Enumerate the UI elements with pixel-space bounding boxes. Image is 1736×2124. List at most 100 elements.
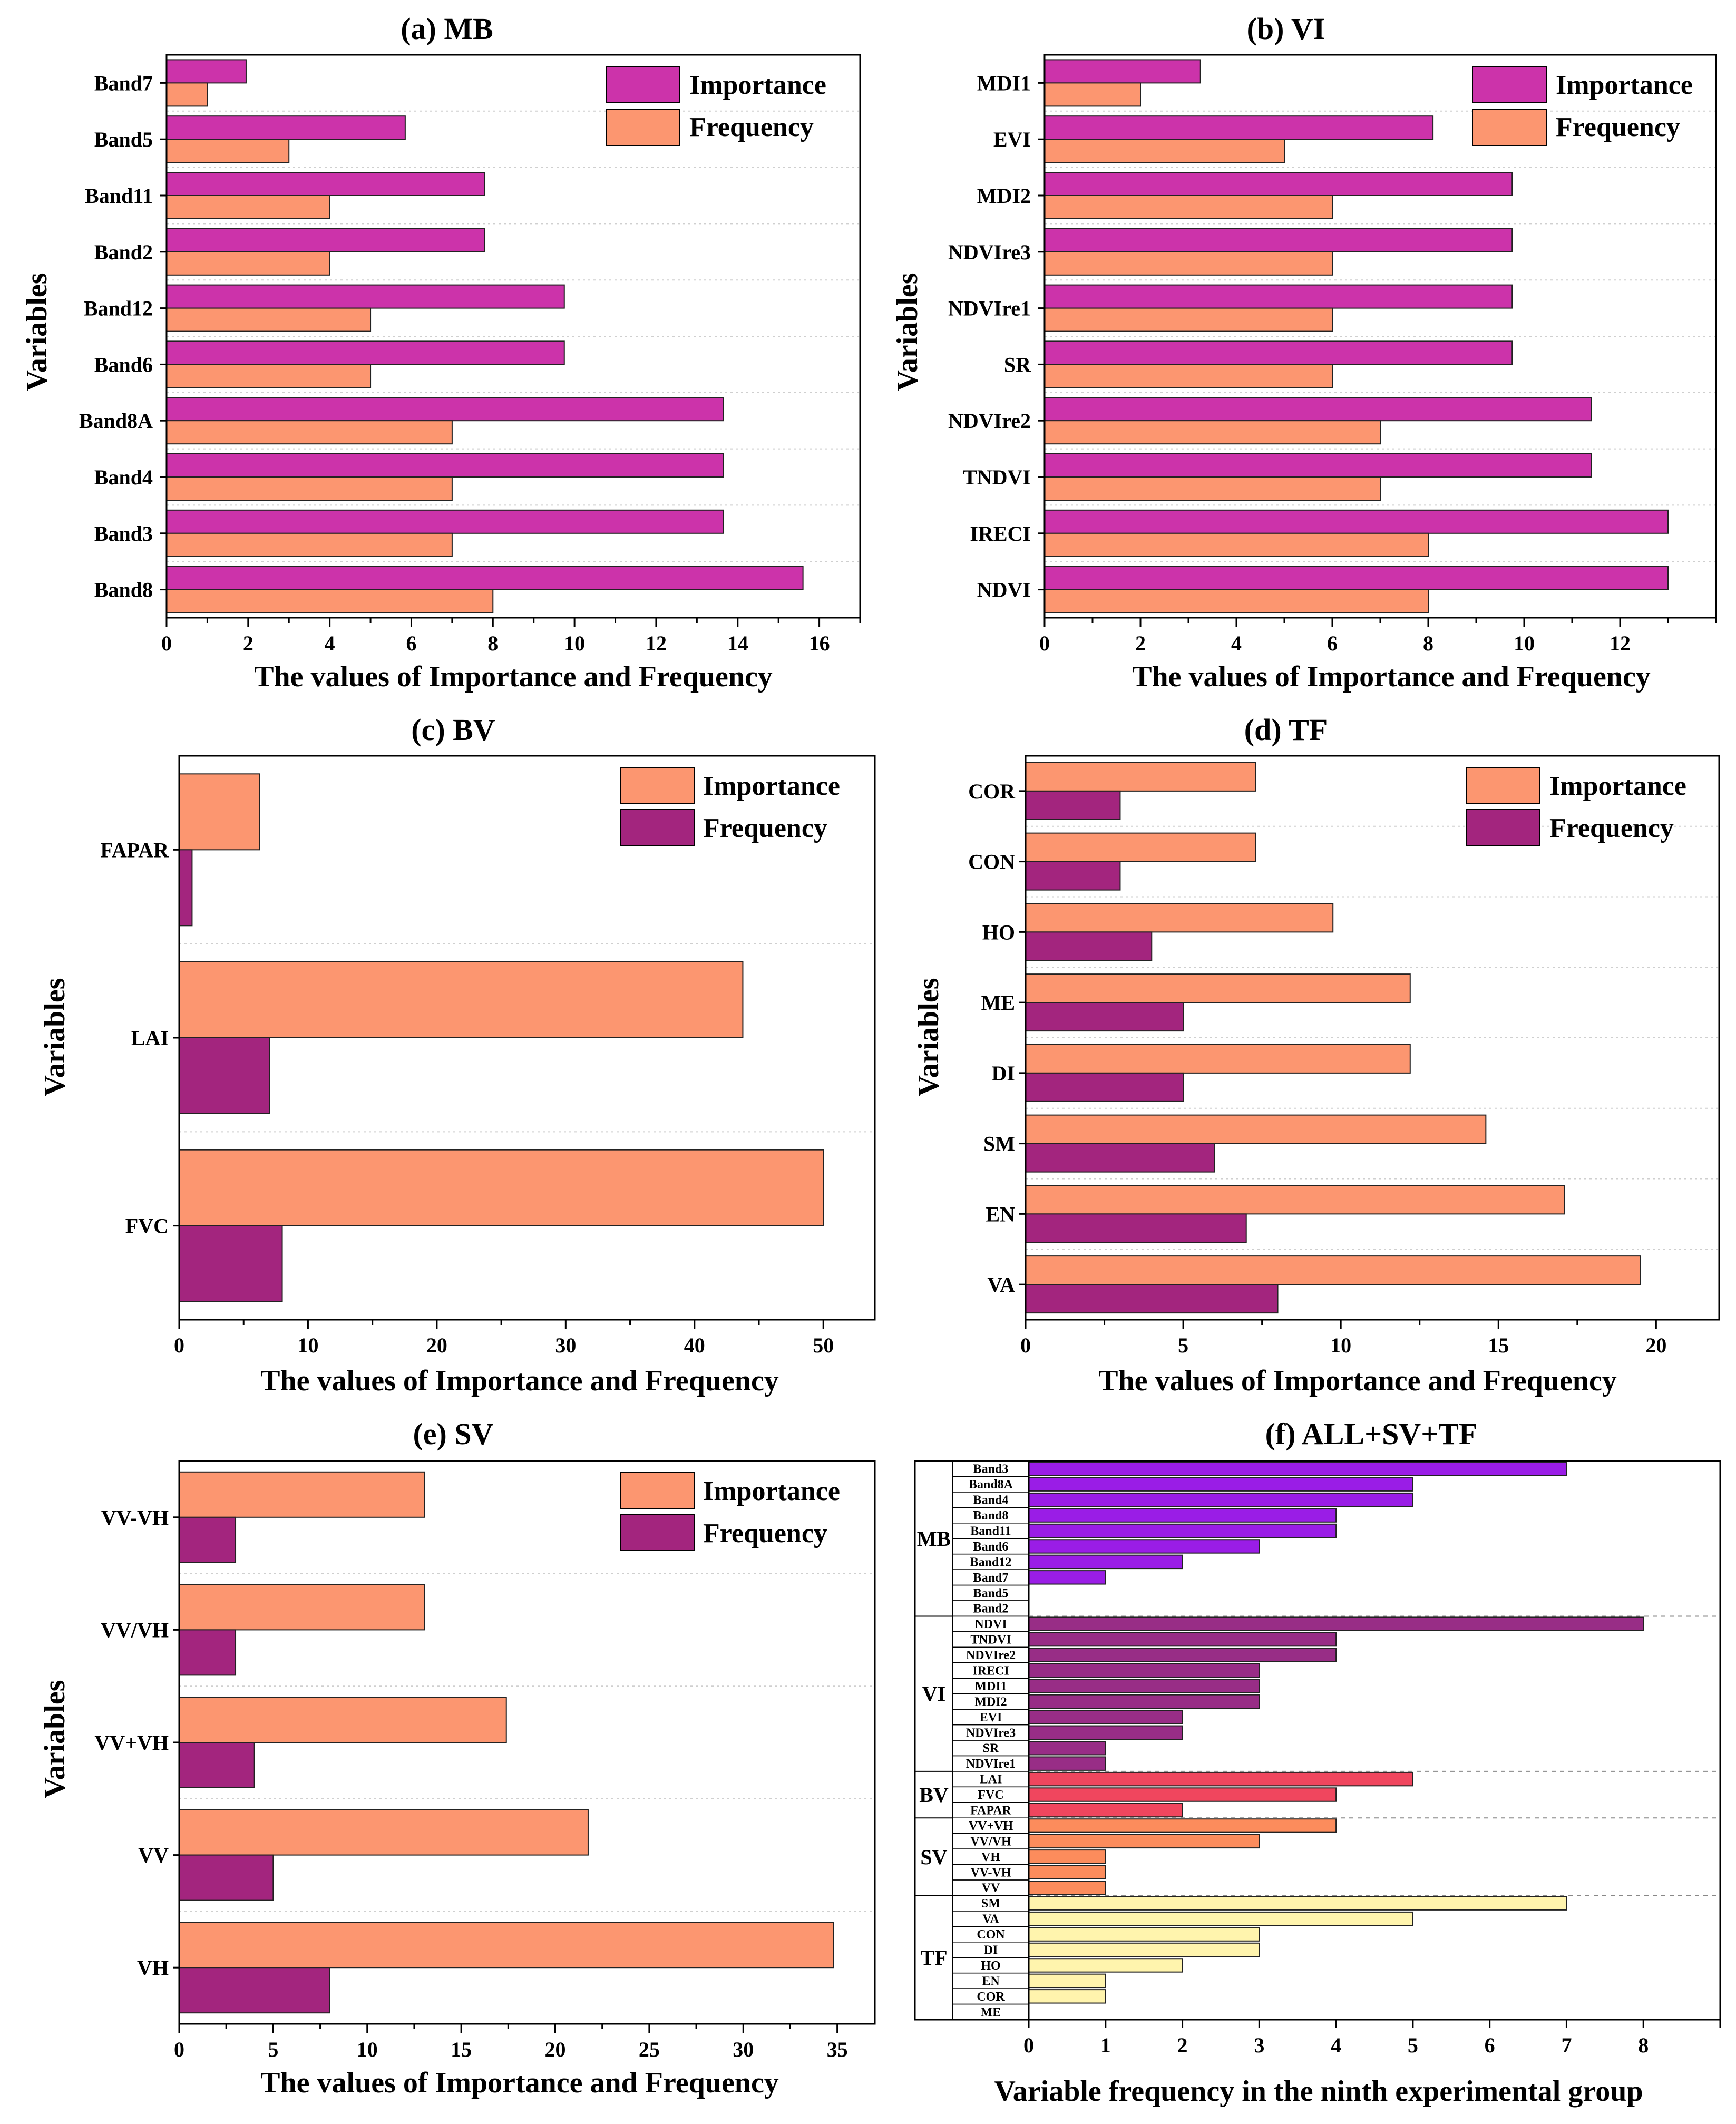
- bar-importance-lai: [179, 961, 744, 1038]
- x-tick-label: 0: [161, 631, 172, 655]
- legend-label-frequency: Frequency: [703, 813, 827, 843]
- panel-a-frame: [165, 54, 861, 619]
- category-label-fapar: FAPAR: [970, 1804, 1011, 1818]
- category-label-en: EN: [986, 1202, 1015, 1226]
- category-label-band3: Band3: [94, 522, 153, 545]
- category-label-fapar: FAPAR: [100, 838, 169, 862]
- category-label-tndvi: TNDVI: [963, 465, 1031, 489]
- x-tick-label: 10: [357, 2038, 378, 2061]
- category-label-band2: Band2: [973, 1602, 1009, 1616]
- panel-d-x-axis-label: The values of Importance and Frequency: [1098, 1365, 1617, 1397]
- x-tick-label: 5: [1178, 1333, 1188, 1357]
- panel-d-bars: [1025, 762, 1641, 1314]
- x-tick-label: 2: [243, 631, 253, 655]
- bar-frequency-ndvire2: [1044, 420, 1381, 445]
- panel-f: (f) ALL+SV+TF Variable frequency in the …: [914, 1417, 1721, 2108]
- x-tick-label: 4: [325, 631, 335, 655]
- x-tick-label: 0: [1023, 2033, 1034, 2057]
- bar-bv-fvc: [1028, 1787, 1337, 1802]
- bar-tf-con: [1028, 1927, 1260, 1942]
- x-tick-label: 3: [1254, 2033, 1264, 2057]
- bar-importance-band3: [166, 509, 724, 534]
- bar-vi-ndvire3: [1028, 1725, 1183, 1740]
- category-label-vv-vh: VV/VH: [101, 1618, 169, 1642]
- legend-swatch-frequency: [1472, 109, 1547, 146]
- category-label-ndvi: NDVI: [974, 1618, 1007, 1631]
- category-label-vv-vh: VV-VH: [101, 1506, 169, 1529]
- category-label-vv-vh: VV/VH: [970, 1835, 1011, 1848]
- bar-sv-vh: [1028, 1849, 1106, 1864]
- category-label-me: ME: [981, 2005, 1001, 2019]
- bar-importance-band11: [166, 172, 485, 196]
- category-label-va: VA: [987, 1273, 1015, 1297]
- bar-mb-band8a: [1028, 1477, 1413, 1492]
- x-tick-label: 12: [646, 631, 667, 655]
- category-label-lai: LAI: [980, 1773, 1002, 1787]
- panel-e-x-axis-label: The values of Importance and Frequency: [260, 2067, 779, 2099]
- group-label-mb: MB: [917, 1527, 951, 1551]
- bar-importance-tndvi: [1044, 453, 1592, 478]
- bar-importance-me: [1025, 973, 1411, 1003]
- bar-importance-band2: [166, 228, 485, 252]
- panel-e-category-labels: VV-VH VV/VH VV+VH VV VH: [94, 1506, 179, 1980]
- x-tick-label: 30: [555, 1333, 576, 1357]
- bar-frequency-vv-vh: [179, 1629, 237, 1676]
- bar-vi-ndvire2: [1028, 1648, 1337, 1662]
- bar-tf-sm: [1028, 1896, 1567, 1911]
- category-label-evi: EVI: [993, 128, 1031, 151]
- group-label-tf: TF: [920, 1946, 947, 1970]
- bar-frequency-lai: [179, 1037, 270, 1114]
- bar-importance-evi: [1044, 115, 1434, 140]
- bar-frequency-tndvi: [1044, 476, 1381, 501]
- category-label-band8: Band8: [973, 1509, 1009, 1523]
- legend-label-importance: Importance: [703, 771, 840, 801]
- panel-a-x-ticks: 0 2 4 6 8 10 12 14 16: [161, 618, 861, 655]
- bar-importance-ndvire2: [1044, 397, 1592, 422]
- panel-f-x-ticks: 0 1 2 3 4 5 6 7 8: [1023, 2020, 1721, 2057]
- category-label-band6: Band6: [94, 353, 153, 376]
- x-tick-label: 20: [545, 2038, 566, 2061]
- bar-frequency-vv-vh: [179, 1516, 237, 1563]
- panel-b-category-labels: MDI1 EVI MDI2 NDVIre3 NDVIre1 SR NDVIre2 TNDVI I…: [948, 71, 1045, 602]
- x-tick-label: 30: [733, 2038, 754, 2061]
- panel-f-frame: [914, 1460, 1721, 2021]
- bar-frequency-sm: [1025, 1143, 1215, 1173]
- category-label-band2: Band2: [94, 240, 153, 264]
- bar-sv-vv-vh: [1028, 1865, 1106, 1880]
- bar-importance-band7: [166, 59, 247, 84]
- legend-label-frequency: Frequency: [1549, 813, 1674, 843]
- bar-frequency-ho: [1025, 931, 1153, 961]
- category-label-ndvire1: NDVIre1: [966, 1757, 1016, 1771]
- bar-mb-band12: [1028, 1554, 1183, 1570]
- bar-tf-cor: [1028, 1989, 1106, 2004]
- panel-a-title: (a) MB: [401, 12, 493, 46]
- bar-frequency-vv-vh: [179, 1742, 255, 1788]
- legend-label-importance: Importance: [689, 70, 826, 100]
- x-tick-label: 50: [813, 1333, 834, 1357]
- panel-a-x-axis-label: The values of Importance and Frequency: [254, 660, 773, 693]
- panel-c-legend: Importance Frequency: [620, 767, 840, 846]
- bar-mb-band4: [1028, 1492, 1413, 1507]
- bar-sv-vv-vh: [1028, 1834, 1260, 1849]
- x-tick-label: 0: [174, 2038, 184, 2061]
- bar-frequency-fvc: [179, 1225, 283, 1302]
- x-tick-label: 2: [1177, 2033, 1188, 2057]
- x-tick-label: 16: [809, 631, 830, 655]
- category-label-con: CON: [977, 1928, 1005, 1942]
- x-tick-label: 15: [451, 2038, 472, 2061]
- panel-f-x-axis-label: Variable frequency in the ninth experime…: [994, 2075, 1643, 2108]
- category-label-band12: Band12: [970, 1555, 1012, 1569]
- x-tick-label: 0: [1039, 631, 1050, 655]
- panel-e: (e) SV The values of Importance and Freq…: [38, 1417, 876, 2099]
- panel-c-frame: [178, 755, 876, 1321]
- panel-e-legend: Importance Frequency: [620, 1472, 840, 1551]
- bar-vi-mdi2: [1028, 1694, 1260, 1709]
- bar-importance-cor: [1025, 762, 1256, 792]
- panel-a-bars: [166, 59, 804, 613]
- bar-importance-mdi1: [1044, 59, 1201, 84]
- category-label-di: DI: [992, 1061, 1015, 1085]
- x-tick-label: 0: [174, 1333, 184, 1357]
- bar-bv-lai: [1028, 1771, 1413, 1787]
- category-label-ireci: IRECI: [970, 522, 1031, 545]
